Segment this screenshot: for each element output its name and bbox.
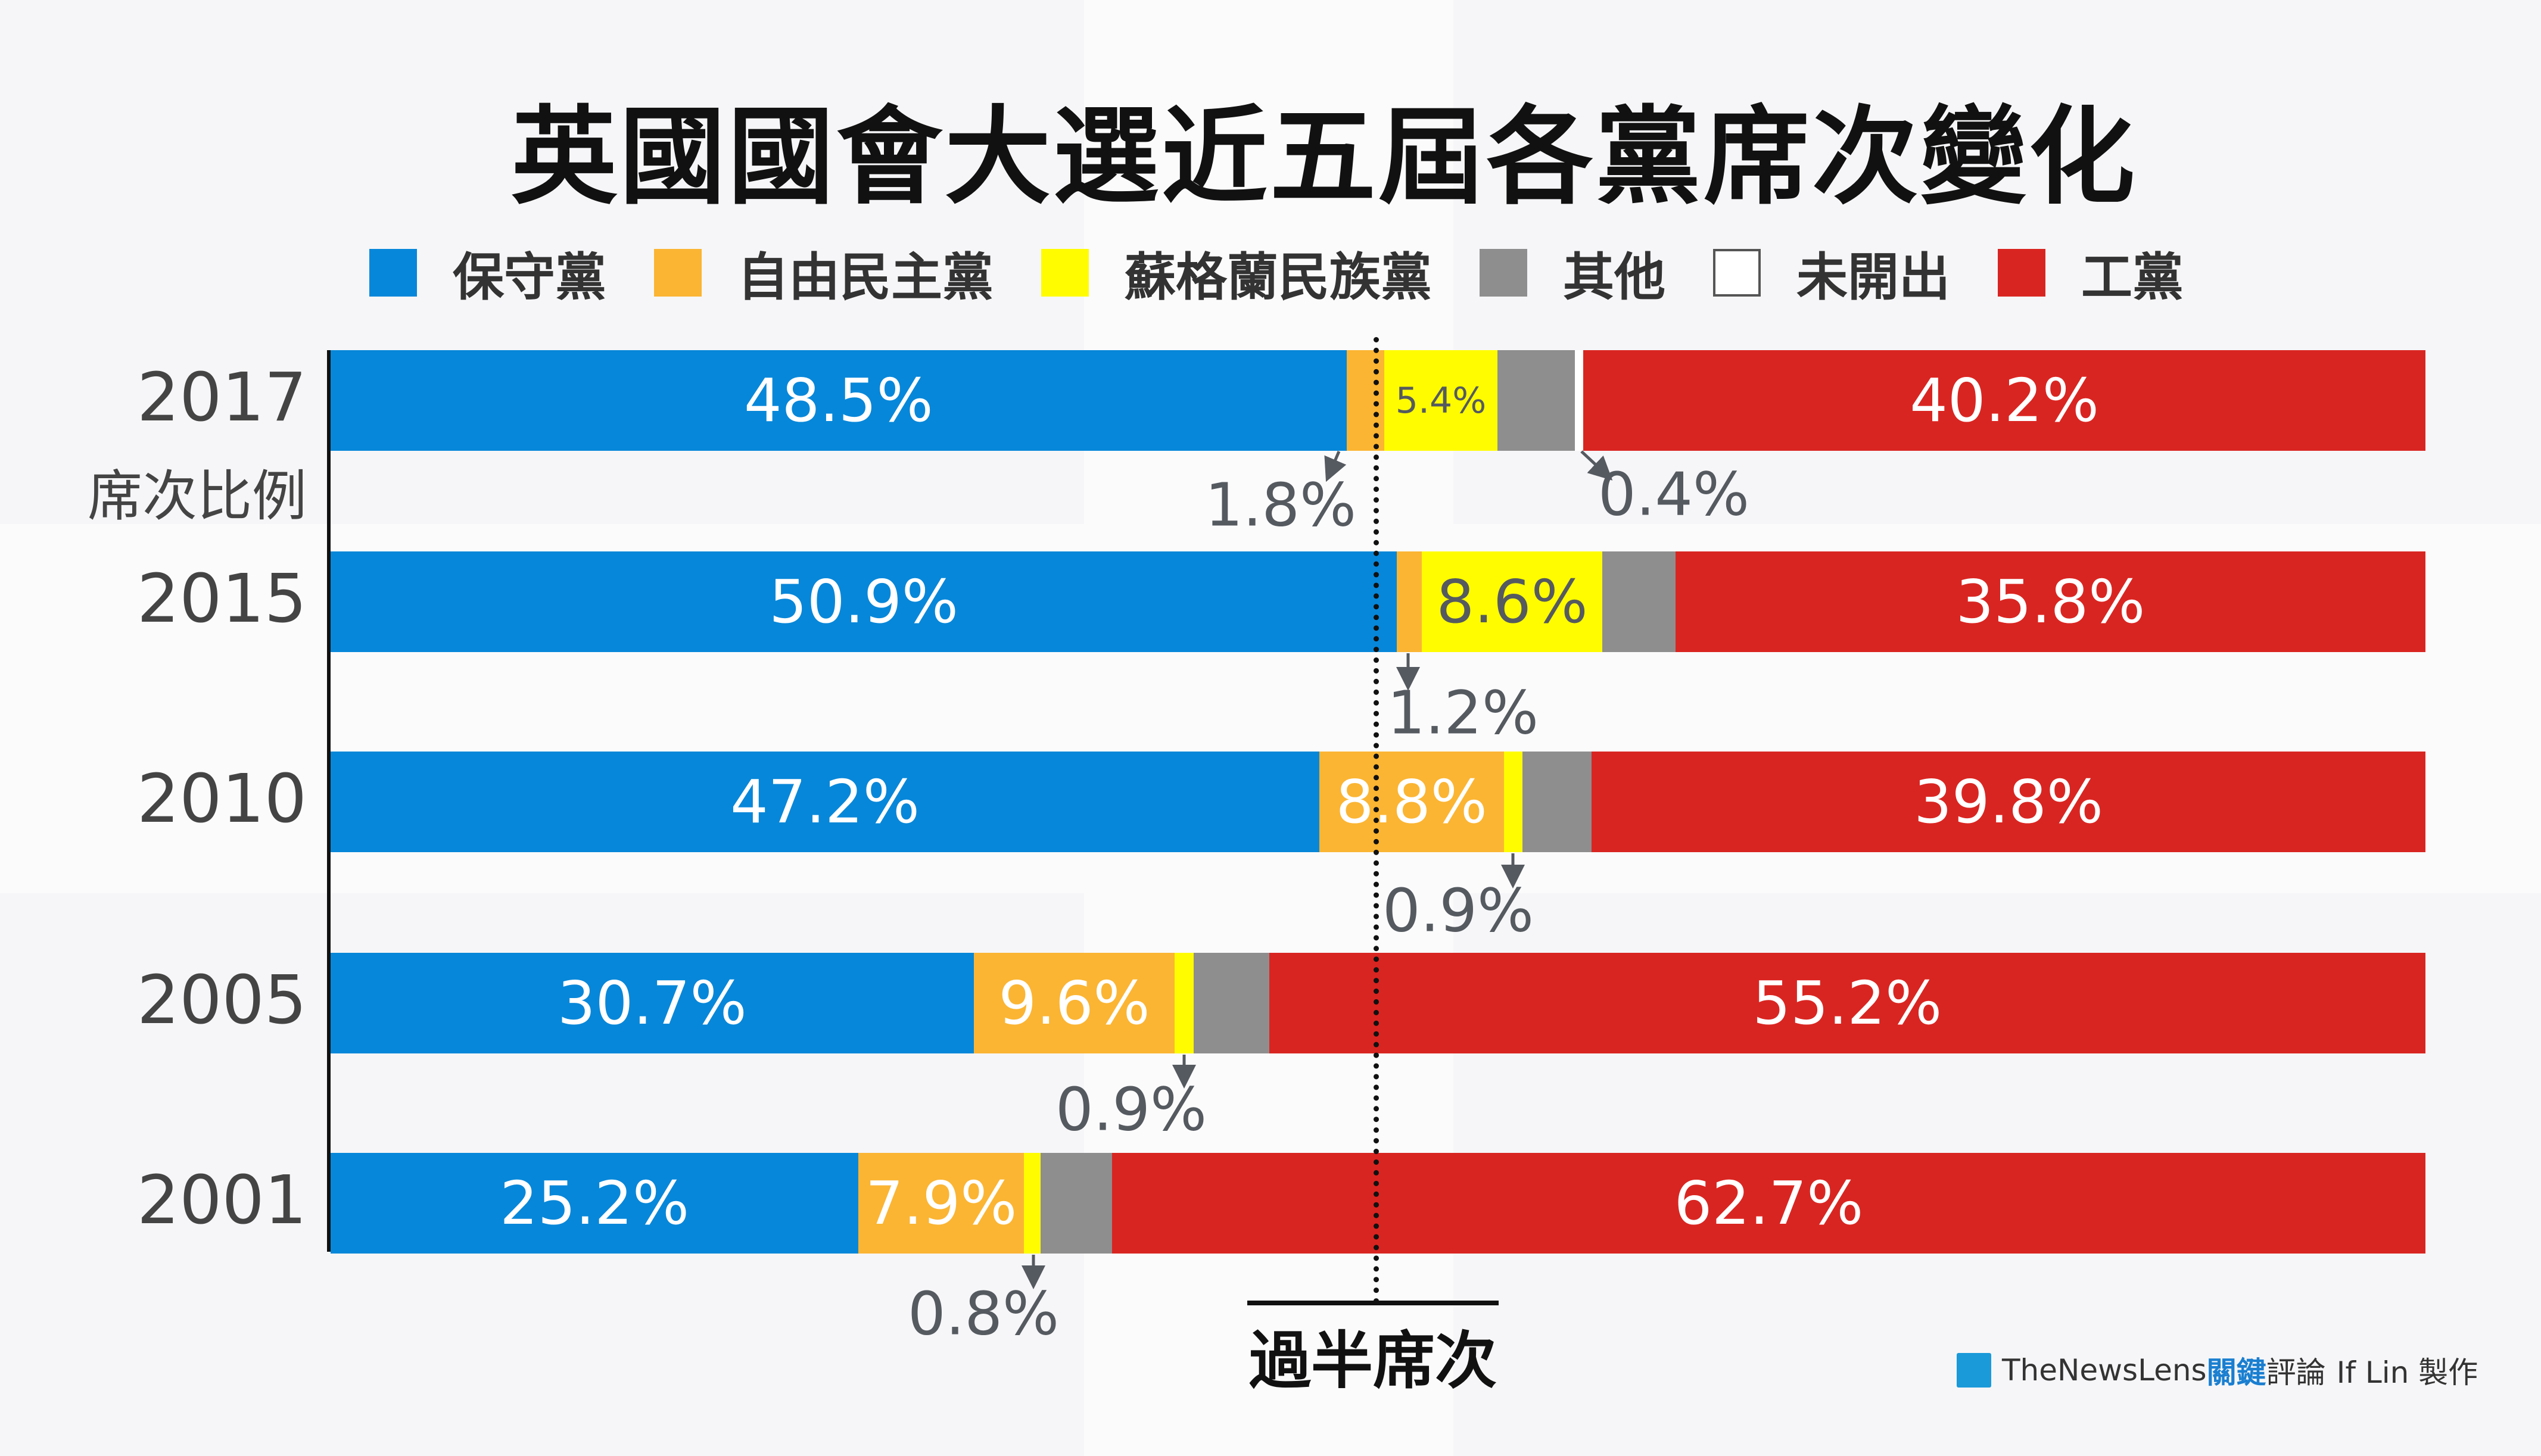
bar-segment — [1024, 1153, 1041, 1254]
data-label: 8.8% — [1335, 767, 1487, 837]
legend-swatch — [1041, 248, 1089, 297]
data-label: 0.4% — [1598, 459, 1750, 529]
thenewslens-logo-icon — [1957, 1353, 1991, 1388]
y-axis-sublabel: 席次比例 — [87, 464, 307, 528]
y-tick-label: 2005 — [136, 961, 307, 1039]
data-label: 55.2% — [1752, 968, 1942, 1038]
majority-label-bar — [1247, 1301, 1499, 1305]
bar-segment: 55.2% — [1269, 953, 2425, 1053]
legend-item: 自由民主黨 — [654, 235, 994, 310]
bar-segment — [1175, 953, 1194, 1053]
credit-brand-cn: 評論 — [2266, 1355, 2326, 1390]
legend-item: 工黨 — [1998, 235, 2184, 310]
credit: TheNewsLens 關鍵 評論 If Lin 製作 — [1957, 1349, 2478, 1392]
bar-segment: 40.2% — [1583, 350, 2425, 451]
annotation-arrow — [1324, 451, 1347, 482]
legend: 保守黨 自由民主黨 蘇格蘭民族黨 其他 未開出 工黨 — [369, 235, 2231, 310]
data-label: 48.5% — [744, 366, 933, 435]
legend-label: 自由民主黨 — [737, 248, 994, 307]
bar-segment — [1575, 350, 1584, 451]
bar-segment — [1041, 1153, 1112, 1254]
bar-segment: 62.7% — [1111, 1153, 2425, 1254]
legend-label: 蘇格蘭民族黨 — [1125, 248, 1432, 307]
chart-title: 英國國會大選近五屆各黨席次變化 — [511, 95, 2137, 219]
data-label: 25.2% — [500, 1168, 689, 1238]
data-label: 47.2% — [730, 767, 920, 837]
majority-label: 過半席次 — [1248, 1324, 1497, 1397]
bar-segment — [1503, 752, 1523, 852]
legend-item: 蘇格蘭民族黨 — [1041, 235, 1432, 310]
bar-segment: 47.2% — [331, 752, 1320, 852]
bar-segment: 8.8% — [1319, 752, 1504, 852]
legend-swatch — [654, 248, 702, 297]
legend-swatch — [1713, 248, 1761, 297]
data-label: 30.7% — [558, 968, 747, 1038]
y-tick-label: 2010 — [136, 760, 307, 838]
data-label: 62.7% — [1674, 1168, 1864, 1238]
bar-segment: 9.6% — [973, 953, 1175, 1053]
bar-segment: 7.9% — [858, 1153, 1025, 1254]
bar-segment — [1397, 551, 1422, 652]
data-label: 40.2% — [1910, 366, 2099, 435]
legend-label: 保守黨 — [453, 248, 606, 307]
legend-label: 其他 — [1563, 248, 1665, 307]
data-label: 9.6% — [998, 968, 1150, 1038]
y-tick-label: 2001 — [136, 1161, 307, 1239]
legend-swatch — [1998, 248, 2045, 297]
legend-item: 保守黨 — [369, 235, 606, 310]
annotation-arrow — [1580, 450, 1613, 481]
data-label: 35.8% — [1955, 567, 2145, 637]
credit-brand: TheNewsLens — [2002, 1353, 2207, 1388]
bar-segment: 50.9% — [331, 551, 1397, 652]
data-label: 7.9% — [865, 1168, 1017, 1238]
legend-swatch — [369, 248, 417, 297]
legend-label: 未開出 — [1796, 248, 1950, 307]
y-tick-label: 2017 — [136, 358, 307, 437]
bar-segment: 48.5% — [331, 350, 1347, 451]
bar-segment — [1194, 953, 1269, 1053]
bar-segment: 5.4% — [1384, 350, 1497, 451]
bar-segment: 25.2% — [331, 1153, 859, 1254]
bar-segment: 35.8% — [1675, 551, 2425, 652]
majority-line — [1374, 337, 1379, 1304]
bar-segment — [1602, 551, 1676, 652]
legend-swatch — [1480, 248, 1527, 297]
bar-segment: 30.7% — [331, 953, 974, 1053]
credit-author: If Lin 製作 — [2336, 1355, 2478, 1390]
bar-segment — [1497, 350, 1575, 451]
bar-segment — [1522, 752, 1592, 852]
data-label: 8.6% — [1436, 567, 1588, 637]
data-label: 5.4% — [1395, 379, 1487, 422]
y-tick-label: 2015 — [136, 560, 307, 638]
credit-brand-cn-blue: 關鍵 — [2206, 1355, 2266, 1390]
legend-item: 其他 — [1480, 235, 1665, 310]
bar-segment: 8.6% — [1422, 551, 1602, 652]
legend-label: 工黨 — [2081, 248, 2184, 307]
data-label: 0.8% — [907, 1279, 1060, 1349]
y-axis-line — [327, 350, 331, 1252]
data-label: 39.8% — [1914, 767, 2103, 837]
data-label: 50.9% — [769, 567, 958, 637]
legend-item: 未開出 — [1713, 235, 1950, 310]
bar-segment: 39.8% — [1592, 752, 2425, 852]
